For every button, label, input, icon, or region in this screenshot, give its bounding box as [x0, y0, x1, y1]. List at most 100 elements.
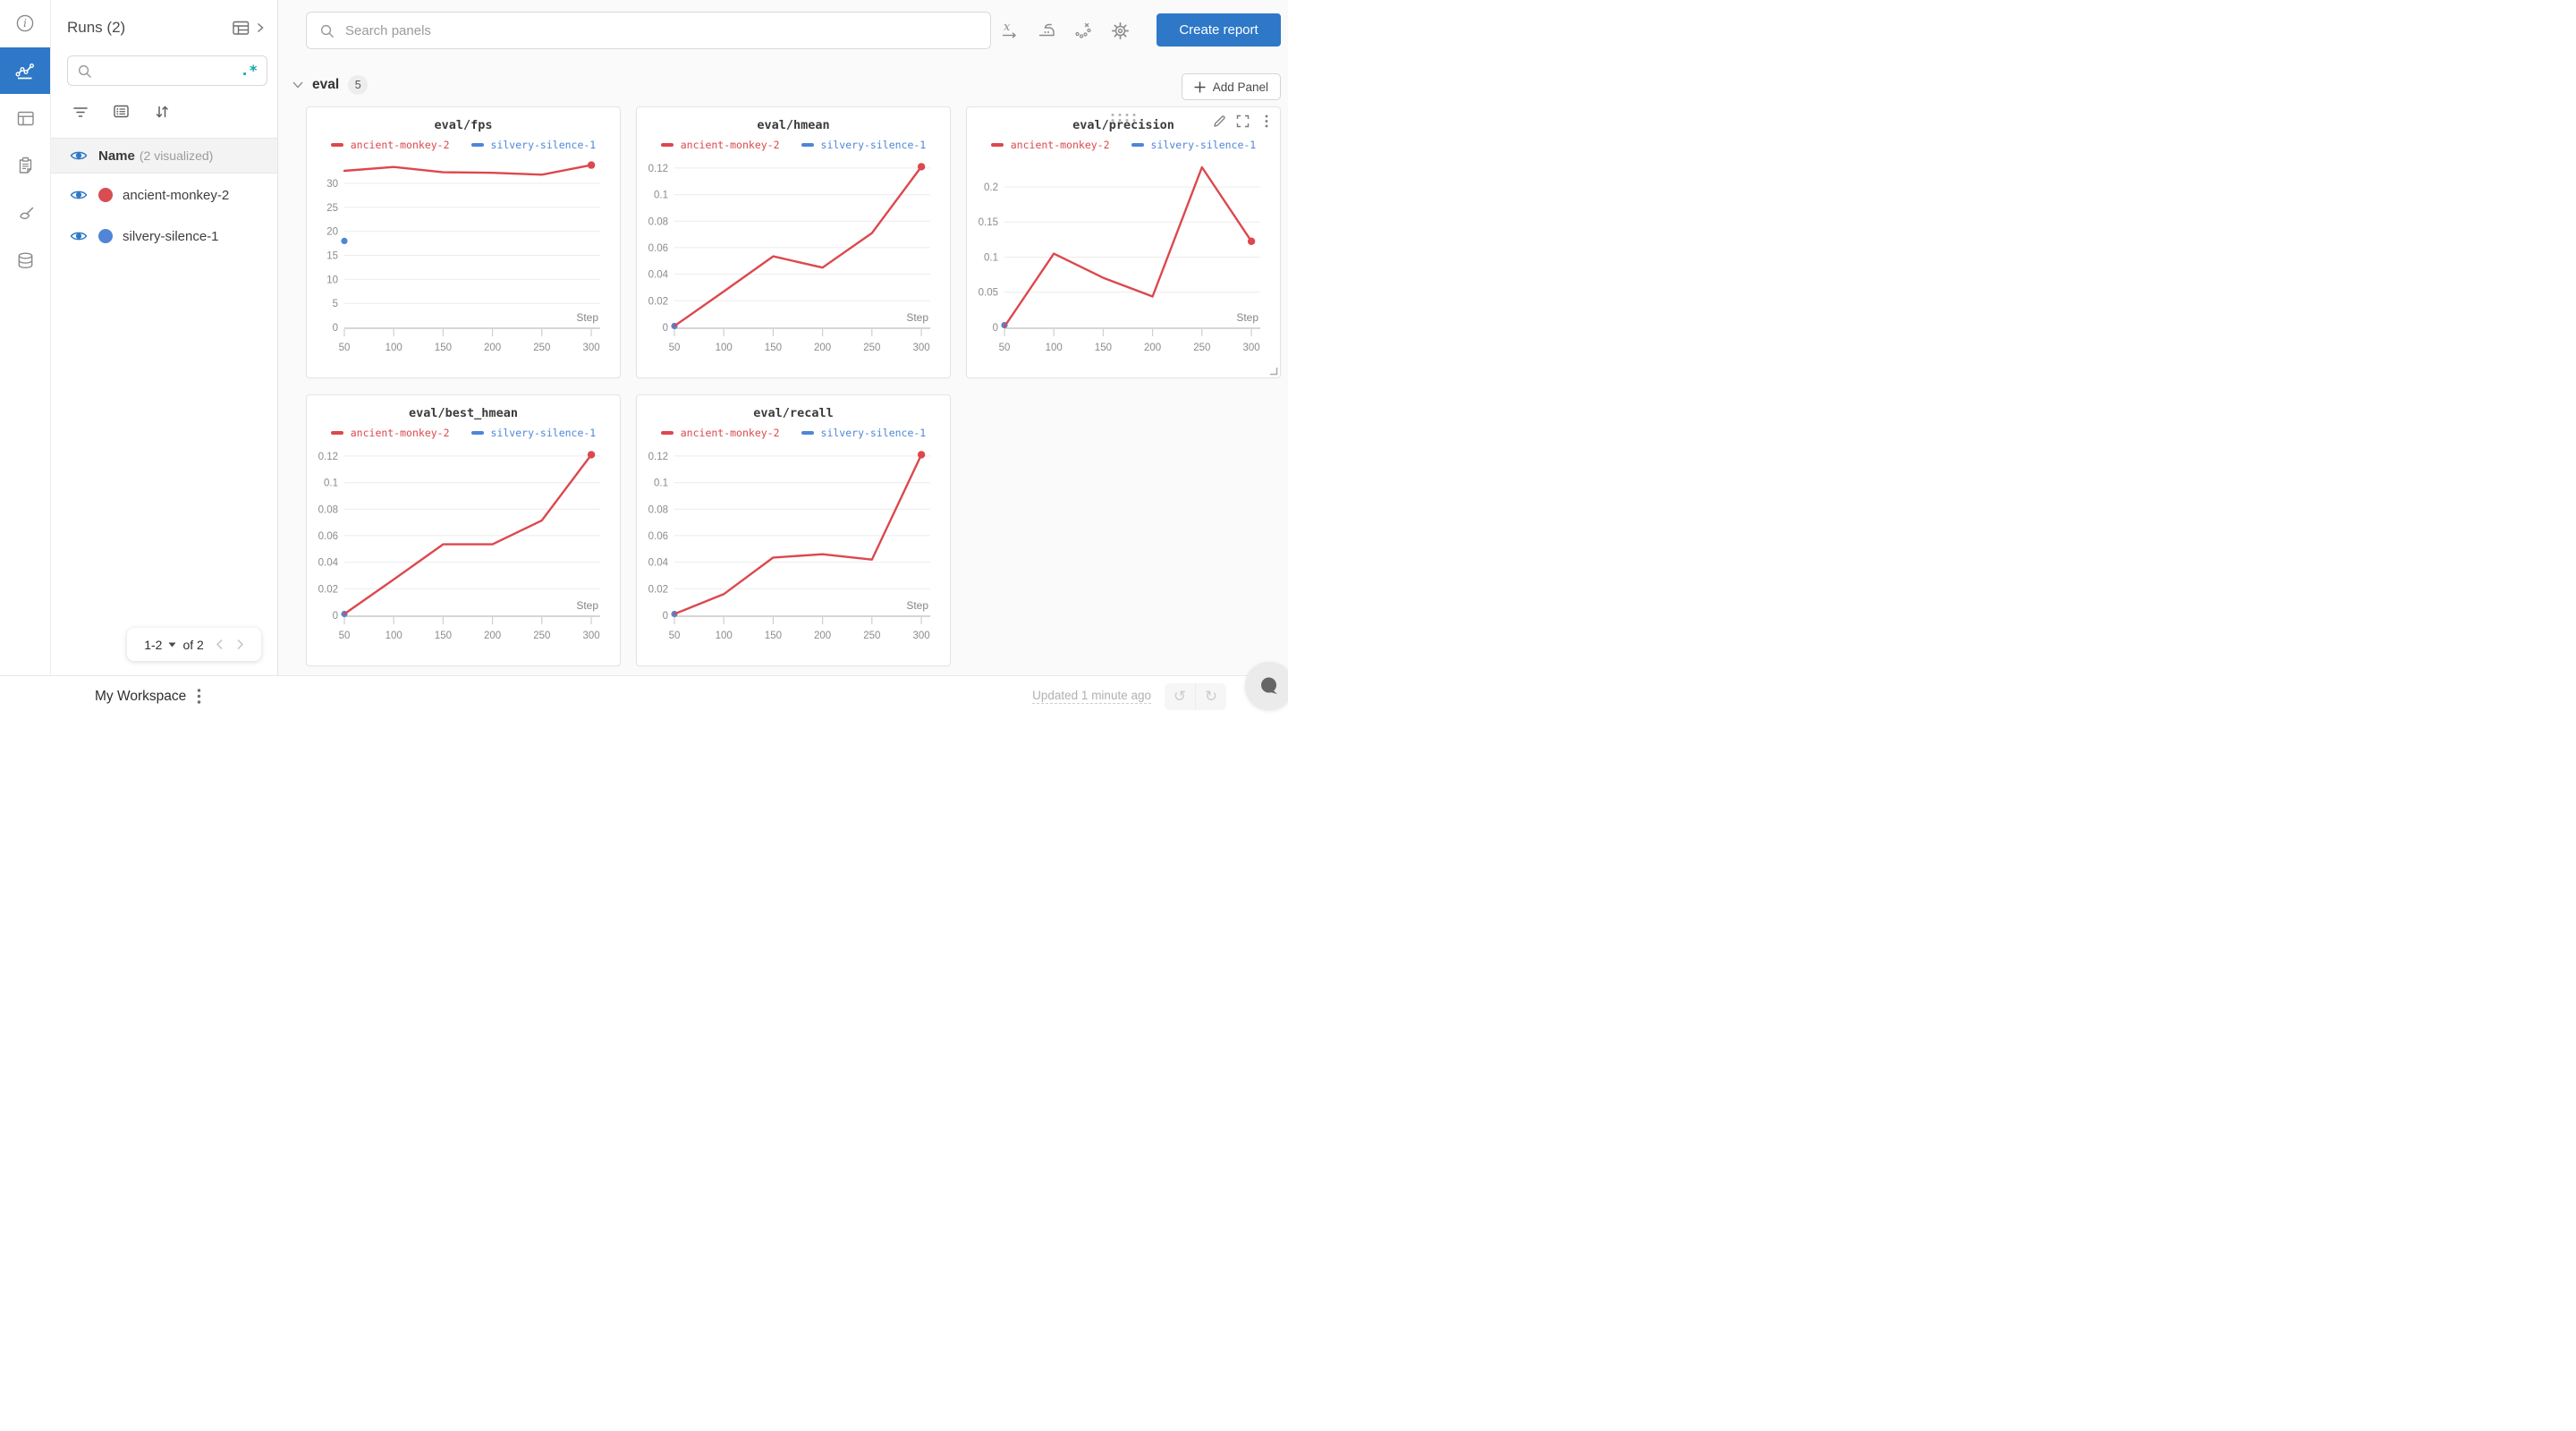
pagination-dropdown-icon[interactable]: [168, 642, 176, 648]
panel-card[interactable]: eval/fps ancient-monkey-2 silvery-silence…: [306, 106, 621, 378]
x-axis-settings-icon[interactable]: x: [1000, 21, 1021, 41]
undo-button[interactable]: ↺: [1173, 687, 1187, 705]
svg-text:50: 50: [669, 343, 681, 353]
legend-swatch-icon: [801, 143, 814, 147]
svg-text:30: 30: [326, 179, 338, 190]
chart-plot-holder[interactable]: 0 0.02 0.04 0.06 0.08 0.1 0.12 50 100 150 200 250 30…: [637, 152, 950, 363]
smoothing-iron-icon[interactable]: [1037, 21, 1057, 41]
eye-icon[interactable]: [70, 149, 88, 162]
drag-handle-icon[interactable]: [1111, 114, 1136, 122]
redo-button[interactable]: ↻: [1195, 682, 1226, 710]
svg-text:50: 50: [999, 343, 1011, 353]
outlier-scatter-icon[interactable]: [1073, 21, 1094, 41]
list-columns-icon[interactable]: [112, 102, 131, 121]
svg-text:250: 250: [863, 631, 880, 641]
svg-text:200: 200: [484, 343, 501, 353]
panel-title: eval/best_hmean: [409, 406, 518, 420]
legend-swatch-icon: [660, 431, 674, 435]
bottom-bar: My Workspace Updated 1 minute ago ↺ ↻: [0, 675, 1288, 716]
svg-text:50: 50: [339, 631, 351, 641]
run-row[interactable]: silvery-silence-1: [50, 216, 277, 257]
legend-item[interactable]: silvery-silence-1: [1131, 139, 1256, 151]
legend-item[interactable]: silvery-silence-1: [801, 139, 926, 151]
eye-icon[interactable]: [70, 230, 88, 242]
search-icon: [78, 64, 91, 78]
create-report-button[interactable]: Create report: [1157, 13, 1281, 47]
svg-text:150: 150: [435, 631, 452, 641]
legend-item[interactable]: ancient-monkey-2: [660, 427, 780, 439]
legend-item[interactable]: ancient-monkey-2: [660, 139, 780, 151]
chart-plot[interactable]: 0 0.05 0.1 0.15 0.2 50 100 150 200 250 300 Step: [972, 152, 1275, 363]
svg-text:250: 250: [533, 343, 550, 353]
database-icon: [18, 252, 32, 268]
runs-search-box: .*: [67, 55, 267, 86]
runs-search-input[interactable]: [92, 63, 241, 79]
line-chart-icon: [15, 63, 35, 80]
chat-support-button[interactable]: [1245, 662, 1288, 710]
chart-plot-holder[interactable]: 0 5 10 15 20 25 30 50 100 150 200 250 300 Step: [307, 152, 620, 363]
section-title[interactable]: eval: [312, 77, 340, 92]
rail-item-tables[interactable]: [0, 95, 50, 141]
edit-panel-icon[interactable]: [1213, 114, 1226, 128]
prev-page-icon[interactable]: [216, 639, 224, 650]
panel-card[interactable]: eval/hmean ancient-monkey-2 silvery-silen…: [636, 106, 951, 378]
resize-handle-icon[interactable]: [1268, 366, 1278, 376]
workspace-name[interactable]: My Workspace: [95, 688, 187, 704]
filter-icon[interactable]: [72, 103, 89, 121]
chart-plot[interactable]: 0 0.02 0.04 0.06 0.08 0.1 0.12 50 100 150 200 250 30…: [642, 152, 945, 363]
svg-text:0.04: 0.04: [648, 270, 669, 281]
chart-plot-holder[interactable]: 0 0.02 0.04 0.06 0.08 0.1 0.12 50 100 150 200 250 30…: [307, 440, 620, 651]
legend-item[interactable]: silvery-silence-1: [470, 139, 596, 151]
run-name[interactable]: silvery-silence-1: [123, 228, 219, 244]
section-collapse-icon[interactable]: [292, 81, 303, 89]
sort-icon[interactable]: [153, 103, 171, 121]
legend-item[interactable]: ancient-monkey-2: [330, 139, 450, 151]
search-panels-box: [306, 12, 991, 49]
panel-card[interactable]: eval/best_hmean ancient-monkey-2 silvery-…: [306, 394, 621, 666]
run-name[interactable]: ancient-monkey-2: [123, 187, 230, 203]
expand-runs-chevron-icon[interactable]: [256, 21, 265, 34]
rail-item-info[interactable]: i: [0, 0, 50, 47]
pagination-range[interactable]: 1-2: [144, 637, 163, 652]
rail-item-logs[interactable]: [0, 141, 50, 188]
legend-item[interactable]: silvery-silence-1: [470, 427, 596, 439]
expand-panel-icon[interactable]: [1236, 114, 1250, 128]
svg-text:50: 50: [669, 631, 681, 641]
chart-plot[interactable]: 0 0.02 0.04 0.06 0.08 0.1 0.12 50 100 150 200 250 30…: [312, 440, 614, 651]
svg-text:0.12: 0.12: [648, 452, 668, 462]
panel-card[interactable]: eval/precision ancient-monkey-2 silvery-s…: [966, 106, 1281, 378]
rail-item-charts[interactable]: [0, 47, 50, 94]
runs-name-header[interactable]: Name (2 visualized): [50, 138, 277, 174]
search-panels-input[interactable]: [343, 21, 978, 39]
svg-text:0.04: 0.04: [318, 558, 339, 569]
svg-text:0.1: 0.1: [984, 253, 998, 264]
run-row[interactable]: ancient-monkey-2: [50, 174, 277, 216]
runs-table-icon[interactable]: [231, 18, 250, 38]
workspace-menu-icon[interactable]: [197, 688, 201, 705]
rail-item-sweeps[interactable]: [0, 191, 50, 237]
chart-plot-holder[interactable]: 0 0.05 0.1 0.15 0.2 50 100 150 200 250 300 Step: [967, 152, 1280, 363]
svg-text:0.02: 0.02: [648, 296, 668, 307]
svg-text:Step: Step: [906, 599, 928, 612]
info-icon: i: [16, 14, 34, 32]
table-icon: [17, 111, 34, 125]
panel-title: eval/fps: [434, 118, 493, 132]
legend-item[interactable]: ancient-monkey-2: [330, 427, 450, 439]
rail-item-artifacts[interactable]: [0, 237, 50, 284]
chart-plot[interactable]: 0 0.02 0.04 0.06 0.08 0.1 0.12 50 100 150 200 250 30…: [642, 440, 945, 651]
svg-text:25: 25: [326, 203, 338, 214]
chart-plot-holder[interactable]: 0 0.02 0.04 0.06 0.08 0.1 0.12 50 100 150 200 250 30…: [637, 440, 950, 651]
legend-item[interactable]: ancient-monkey-2: [990, 139, 1110, 151]
add-panel-button[interactable]: Add Panel: [1181, 73, 1281, 100]
legend-item[interactable]: silvery-silence-1: [801, 427, 926, 439]
settings-gear-icon[interactable]: [1110, 21, 1131, 41]
eye-icon[interactable]: [70, 189, 88, 201]
run-color-dot: [98, 229, 113, 243]
next-page-icon[interactable]: [236, 639, 244, 650]
chart-plot[interactable]: 0 5 10 15 20 25 30 50 100 150 200 250 300 Step: [312, 152, 614, 363]
legend-label: ancient-monkey-2: [350, 427, 450, 439]
regex-toggle-icon[interactable]: .*: [240, 62, 258, 79]
panel-menu-icon[interactable]: [1259, 114, 1273, 128]
svg-text:0: 0: [333, 323, 338, 334]
panel-card[interactable]: eval/recall ancient-monkey-2 silvery-sile…: [636, 394, 951, 666]
